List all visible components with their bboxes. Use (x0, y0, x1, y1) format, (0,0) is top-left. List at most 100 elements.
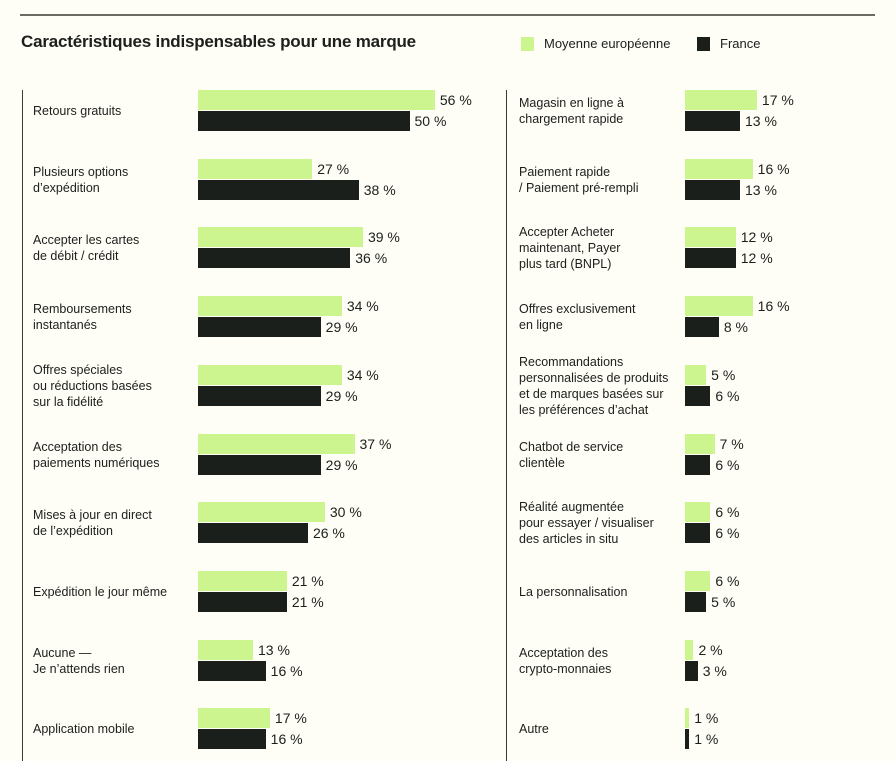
category-label: Retours gratuits (33, 104, 122, 118)
bar-france (198, 317, 321, 338)
bar-europe (685, 570, 711, 591)
bar-france (685, 317, 719, 338)
category-label: Accepter les cartes de débit / crédit (33, 233, 140, 264)
data-label: 34 % (346, 298, 379, 315)
category-label: Expédition le jour même (33, 584, 168, 599)
bar-europe (198, 570, 287, 591)
data-label: 34 % (346, 366, 379, 383)
data-label: 36 % (355, 250, 388, 267)
bar-france (685, 454, 711, 475)
category-label: Application mobile (33, 722, 135, 737)
data-label: 37 % (359, 435, 392, 452)
data-label: 17 % (761, 92, 794, 108)
bar-france (198, 591, 287, 612)
bar-europe (685, 639, 694, 660)
category-label: Accepter Acheter maintenant, Payer plus … (519, 225, 621, 272)
category-label: Plusieurs options d’expédition (33, 164, 129, 195)
bar-france (198, 523, 308, 544)
bar-group: La personnalisation 6 % 5 % (0, 570, 896, 613)
data-label: 26 % (312, 525, 345, 542)
category-label: Remboursements instantanés (33, 302, 132, 333)
data-label: 39 % (367, 229, 400, 246)
bar-group: Mises à jour en direct de l’expédition 30… (0, 502, 896, 544)
bar-france (685, 248, 736, 269)
data-label: 38 % (363, 181, 396, 198)
data-label: 13 % (257, 641, 290, 658)
bar-europe (685, 90, 757, 110)
bar-france (685, 591, 707, 612)
legend-label-france: France (720, 36, 761, 51)
data-label: 16 % (757, 160, 790, 177)
category-label: Réalité augmentée pour essayer / visuali… (519, 500, 654, 547)
category-label: Autre (519, 722, 549, 737)
bar-group: Expédition le jour même 21 % 21 % (0, 570, 896, 613)
data-label: 8 % (723, 319, 748, 336)
legend-item-europe: Moyenne européenne (521, 36, 671, 51)
bar-europe (198, 502, 325, 523)
data-label: 6 % (715, 387, 740, 404)
bar-group: Retours gratuits 56 % 50 % (0, 90, 896, 132)
data-label: 7 % (719, 435, 744, 452)
bar-europe (198, 708, 270, 729)
data-label: 29 % (325, 456, 358, 473)
bar-europe (198, 90, 435, 110)
bar-group: Offres spéciales ou réductions basées su… (0, 362, 896, 409)
bar-france (198, 660, 266, 681)
bar-europe (685, 433, 715, 454)
bar-france (198, 385, 321, 406)
data-label: 6 % (715, 504, 740, 521)
data-label: 2 % (698, 641, 723, 658)
bar-france (198, 248, 351, 269)
legend-item-france: France (697, 36, 760, 51)
data-label: 16 % (757, 298, 790, 315)
category-label: Mises à jour en direct de l’expédition (33, 508, 152, 539)
bar-europe (198, 227, 363, 248)
bar-europe (685, 364, 707, 385)
bar-france (198, 179, 359, 200)
bar-group: Autre 1 % 1 % (0, 708, 896, 750)
bar-europe (685, 227, 736, 248)
bar-europe (685, 708, 690, 729)
data-label: 29 % (325, 387, 358, 404)
category-label: La personnalisation (519, 584, 628, 599)
bar-europe (685, 502, 711, 523)
data-label: 17 % (274, 710, 307, 727)
bar-france (685, 179, 740, 200)
bar-europe (685, 296, 753, 317)
data-label: 27 % (317, 160, 350, 177)
category-label: Offres spéciales ou réductions basées su… (33, 362, 152, 409)
category-label: Magasin en ligne à chargement rapide (519, 96, 624, 126)
bar-france (685, 660, 698, 681)
data-label: 29 % (325, 319, 358, 336)
bar-europe (685, 158, 753, 179)
data-label: 13 % (744, 113, 777, 129)
data-label: 12 % (740, 229, 773, 246)
bar-group: Réalité augmentée pour essayer / visuali… (0, 500, 896, 547)
bar-group: Acceptation des crypto-monnaies 2 % 3 % (0, 639, 896, 682)
category-label: Recommandations personnalisées de produi… (519, 354, 669, 417)
bar-france (198, 111, 410, 131)
bar-europe (198, 639, 253, 660)
bar-france (198, 454, 321, 475)
bar-group: Remboursements instantanés 34 % 29 % (0, 296, 896, 338)
right-panel-divider (506, 90, 507, 761)
bar-europe (198, 296, 342, 317)
bar-group: Aucune — Je n’attends rien 13 % 16 % (0, 639, 896, 682)
bar-group: Offres exclusivement en ligne 16 % 8 % (0, 296, 896, 338)
data-label: 5 % (711, 366, 736, 383)
bar-france (685, 729, 690, 750)
category-label: Aucune — Je n’attends rien (33, 645, 125, 676)
data-label: 5 % (711, 593, 736, 610)
category-label: Acceptation des crypto-monnaies (519, 645, 612, 676)
data-label: 21 % (291, 593, 324, 610)
data-label: 16 % (270, 662, 303, 679)
top-rule (20, 14, 875, 16)
legend-swatch-europe (521, 36, 534, 51)
bar-group: Accepter les cartes de débit / crédit 39 … (0, 227, 896, 269)
data-label: 6 % (715, 525, 740, 542)
bar-group: Acceptation des paiements numériques 37 %… (0, 433, 896, 476)
legend-label-europe: Moyenne européenne (544, 36, 671, 51)
data-label: 1 % (694, 731, 719, 748)
data-label: 6 % (715, 456, 740, 473)
bar-group: Paiement rapide / Paiement pré-rempli 16 … (0, 158, 896, 201)
